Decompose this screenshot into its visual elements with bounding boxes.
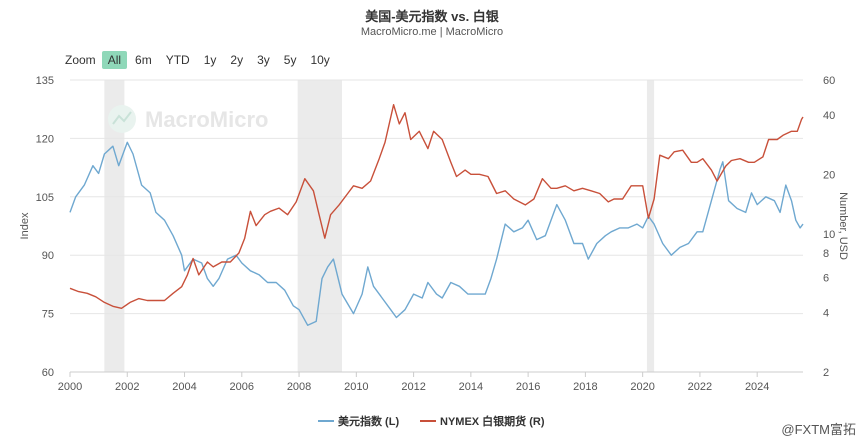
y-left-tick-label: 60 <box>42 367 54 379</box>
recession-band-0 <box>104 80 125 372</box>
y-left-tick-label: 75 <box>42 309 54 321</box>
x-tick-label: 2022 <box>688 381 712 393</box>
x-tick-label: 2002 <box>115 381 139 393</box>
y-left-tick-label: 105 <box>36 192 54 204</box>
series-line-dxy <box>69 141 804 326</box>
gridlines <box>70 79 803 373</box>
y-right-tick-label: 40 <box>823 110 835 122</box>
x-tick-label: 2004 <box>172 381 196 393</box>
watermark-text: MacroMicro <box>145 107 268 132</box>
x-tick-label: 2006 <box>230 381 254 393</box>
zoom-5y-button[interactable]: 5y <box>283 53 297 67</box>
y-axis-right-label: Number, USD <box>837 192 849 260</box>
y-right-tick-label: 60 <box>823 75 835 87</box>
recession-band-1 <box>297 80 343 372</box>
x-tick-label: 2008 <box>287 381 311 393</box>
series-line-silver <box>69 104 804 309</box>
y-left-tick-label: 90 <box>42 250 54 262</box>
legend-label-dxy[interactable]: 美元指数 (L) <box>338 414 399 428</box>
chart-title: 美国-美元指数 vs. 白银 <box>365 9 499 24</box>
legend: 美元指数 (L) NYMEX 白银期货 (R) <box>318 414 545 428</box>
y-axis-left-label: Index <box>19 212 31 239</box>
x-tick-label: 2010 <box>344 381 368 393</box>
y-right-tick-label: 2 <box>823 367 829 379</box>
zoom-ytd-button[interactable]: YTD <box>165 53 190 67</box>
axes: 60 75 90 105 120 135 2 4 6 8 10 20 40 60 2000 2002 2004 2… <box>36 75 836 393</box>
legend-label-silver[interactable]: NYMEX 白银期货 (R) <box>440 414 545 428</box>
zoom-2y-button[interactable]: 2y <box>230 53 244 67</box>
series-lines <box>69 104 804 326</box>
zoom-6m-button[interactable]: 6m <box>135 53 152 67</box>
x-tick-label: 2016 <box>516 381 540 393</box>
zoom-all-button[interactable]: All <box>101 51 128 69</box>
recession-band-2 <box>646 80 655 372</box>
y-right-tick-label: 4 <box>823 307 829 319</box>
x-tick-label: 2012 <box>401 381 425 393</box>
watermark: MacroMicro <box>108 105 268 133</box>
x-tick-label: 2014 <box>459 381 483 393</box>
brand-watermark: @FXTM富拓 <box>781 422 856 437</box>
y-left-tick-label: 120 <box>36 133 54 145</box>
y-right-tick-label: 8 <box>823 248 829 260</box>
zoom-3y-button[interactable]: 3y <box>257 53 270 67</box>
x-tick-label: 2018 <box>573 381 597 393</box>
zoom-1y-button[interactable]: 1y <box>203 53 217 67</box>
recession-bands <box>104 80 655 372</box>
x-tick-label: 2024 <box>745 381 769 393</box>
y-right-tick-label: 6 <box>823 273 829 285</box>
zoom-10y-button[interactable]: 10y <box>310 53 330 67</box>
y-left-tick-label: 135 <box>36 75 54 87</box>
y-right-tick-label: 20 <box>823 169 835 181</box>
zoom-label: Zoom <box>65 53 96 67</box>
zoom-range-selector: Zoom All 6m YTD 1y 2y 3y 5y 10y <box>65 50 338 70</box>
x-tick-label: 2000 <box>58 381 82 393</box>
y-right-tick-label: 10 <box>823 229 835 241</box>
chart-subtitle: MacroMicro.me | MacroMicro <box>360 26 504 38</box>
x-tick-label: 2020 <box>630 381 654 393</box>
